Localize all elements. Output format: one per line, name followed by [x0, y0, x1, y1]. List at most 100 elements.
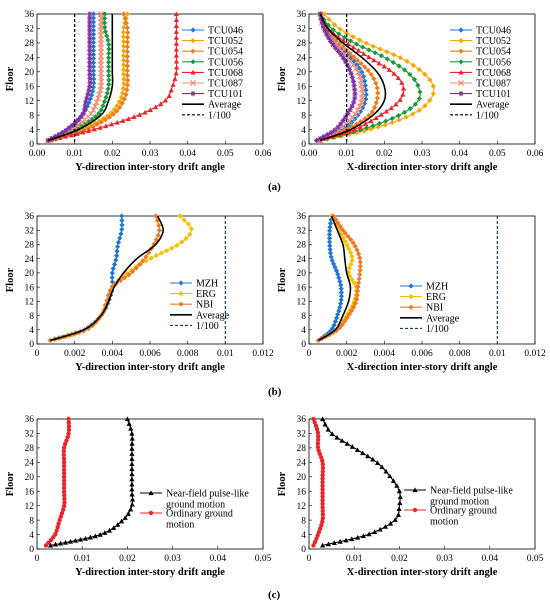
data-point [352, 110, 359, 118]
data-point [133, 265, 139, 271]
data-point [131, 114, 137, 119]
data-point [104, 33, 110, 39]
data-point [430, 91, 436, 97]
data-point [316, 448, 321, 453]
data-point [416, 66, 422, 73]
legend-item: ERG [170, 289, 216, 300]
x-tick-label: 0.06 [527, 149, 544, 159]
y-tick-label: 0 [301, 340, 306, 350]
data-point [349, 123, 355, 130]
data-point [328, 38, 334, 45]
data-point [360, 44, 366, 50]
data-point [354, 292, 360, 298]
data-point [348, 236, 354, 243]
legend-item: 1/100 [182, 110, 231, 121]
data-point [90, 47, 97, 54]
y-tick-label: 4 [301, 531, 306, 541]
data-point [106, 59, 112, 65]
legend-marker [190, 27, 196, 33]
data-point [87, 110, 94, 117]
data-point [321, 11, 327, 17]
series-tcu101 [313, 11, 358, 143]
legend-item: TCU056 [182, 57, 243, 68]
data-point [334, 434, 340, 440]
data-point [337, 539, 343, 544]
data-point [344, 441, 350, 446]
data-point [74, 131, 80, 136]
legend-marker [178, 280, 184, 286]
data-point [113, 257, 119, 263]
data-point [357, 263, 363, 269]
data-point [87, 63, 93, 69]
x-tick-label: 0.01 [74, 554, 91, 564]
legend-marker [148, 490, 154, 496]
data-point [368, 71, 374, 78]
data-point [349, 536, 355, 542]
data-point [320, 465, 326, 471]
data-point [97, 125, 103, 130]
series-line [319, 13, 387, 142]
y-axis-label: Floor [277, 66, 288, 91]
data-point [339, 438, 345, 443]
data-point [317, 451, 323, 457]
data-point [61, 463, 67, 469]
chart-b-right: 0 4 8 12 16 20 24 28 32 36 0 0.002 0.004 0.006 0.008 0.… [277, 212, 546, 373]
y-tick-label: 8 [29, 111, 34, 121]
x-tick-label: 0.00 [29, 149, 46, 159]
data-point [400, 91, 406, 97]
legend-marker [412, 507, 418, 513]
data-point [392, 517, 398, 522]
data-point [114, 103, 120, 109]
data-point [72, 537, 79, 543]
legend-label: Average [426, 313, 460, 324]
x-tick-label: 0.01 [217, 349, 234, 359]
y-tick-label: 16 [297, 487, 307, 497]
legend-marker [190, 59, 196, 65]
data-point [94, 121, 100, 128]
y-tick-label: 36 [25, 415, 35, 425]
data-point [61, 478, 67, 483]
legend-item: NBI [400, 303, 443, 314]
data-point [382, 524, 389, 529]
data-point [87, 31, 93, 37]
legend-marker [408, 294, 414, 300]
data-point [320, 494, 325, 499]
data-point [320, 498, 325, 503]
data-point [90, 35, 97, 41]
data-point [58, 514, 63, 519]
data-point [90, 68, 97, 74]
x-tick-label: 0.002 [64, 349, 86, 359]
data-point [320, 505, 325, 510]
data-point [86, 100, 92, 106]
legend-item: MZH [400, 282, 448, 293]
data-point [66, 431, 71, 436]
data-point [92, 103, 99, 110]
legend-label: TCU101 [208, 89, 243, 100]
data-point [85, 125, 92, 132]
legend-label: TCU054 [208, 47, 243, 58]
legend-label: TCU068 [208, 68, 243, 79]
series-nbi [315, 213, 363, 343]
data-point [325, 22, 331, 28]
data-point [333, 216, 339, 223]
data-point [417, 89, 423, 95]
y-tick-label: 28 [25, 39, 35, 49]
data-point [416, 107, 422, 113]
data-point [357, 65, 363, 71]
data-point [330, 42, 336, 48]
chart-c-left: 0 4 8 12 16 20 24 28 32 36 0 0.01 0.02 0.03 0.04 0.05 Y-… [5, 415, 272, 578]
data-point [430, 83, 436, 89]
data-point [147, 107, 153, 112]
data-point [350, 44, 357, 50]
data-point [325, 35, 332, 41]
data-point [355, 288, 361, 294]
y-axis-label: Floor [277, 471, 288, 496]
data-point [92, 533, 98, 539]
legend-label: TCU101 [476, 89, 511, 100]
data-point [122, 15, 128, 22]
legend-marker [148, 510, 154, 516]
data-point [87, 23, 93, 29]
data-point [400, 85, 407, 91]
data-point [344, 242, 350, 248]
data-point [67, 538, 74, 544]
